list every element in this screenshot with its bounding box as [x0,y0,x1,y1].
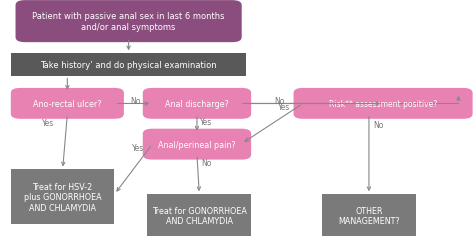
Text: Patient with passive anal sex in last 6 months
and/or anal symptoms: Patient with passive anal sex in last 6 … [32,12,225,32]
Text: Yes: Yes [42,118,55,128]
Text: Yes: Yes [200,117,212,126]
Text: No: No [201,158,211,167]
Text: Yes: Yes [132,143,144,152]
Text: Anal/perineal pain?: Anal/perineal pain? [158,140,236,149]
Text: Risk** assessment positive?: Risk** assessment positive? [329,100,437,108]
FancyBboxPatch shape [143,88,251,119]
FancyBboxPatch shape [11,54,246,76]
FancyBboxPatch shape [16,1,242,43]
FancyBboxPatch shape [11,88,124,119]
FancyBboxPatch shape [143,129,251,160]
FancyBboxPatch shape [293,88,473,119]
FancyBboxPatch shape [147,194,251,236]
FancyBboxPatch shape [322,194,416,236]
Text: Treat for HSV-2
plus GONORRHOEA
AND CHLAMYDIA: Treat for HSV-2 plus GONORRHOEA AND CHLA… [24,182,101,212]
Text: No: No [274,96,284,105]
FancyBboxPatch shape [11,170,115,224]
Text: OTHER
MANAGEMENT?: OTHER MANAGEMENT? [338,206,400,225]
Text: Yes: Yes [278,102,290,112]
Text: Treat for GONORRHOEA
AND CHLAMYDIA: Treat for GONORRHOEA AND CHLAMYDIA [152,206,247,225]
Text: Ano-rectal ulcer?: Ano-rectal ulcer? [33,100,101,108]
Text: No: No [373,121,383,130]
Text: Take history’ and do physical examination: Take history’ and do physical examinatio… [40,61,217,70]
Text: Anal discharge?: Anal discharge? [165,100,229,108]
Text: No: No [130,96,141,105]
